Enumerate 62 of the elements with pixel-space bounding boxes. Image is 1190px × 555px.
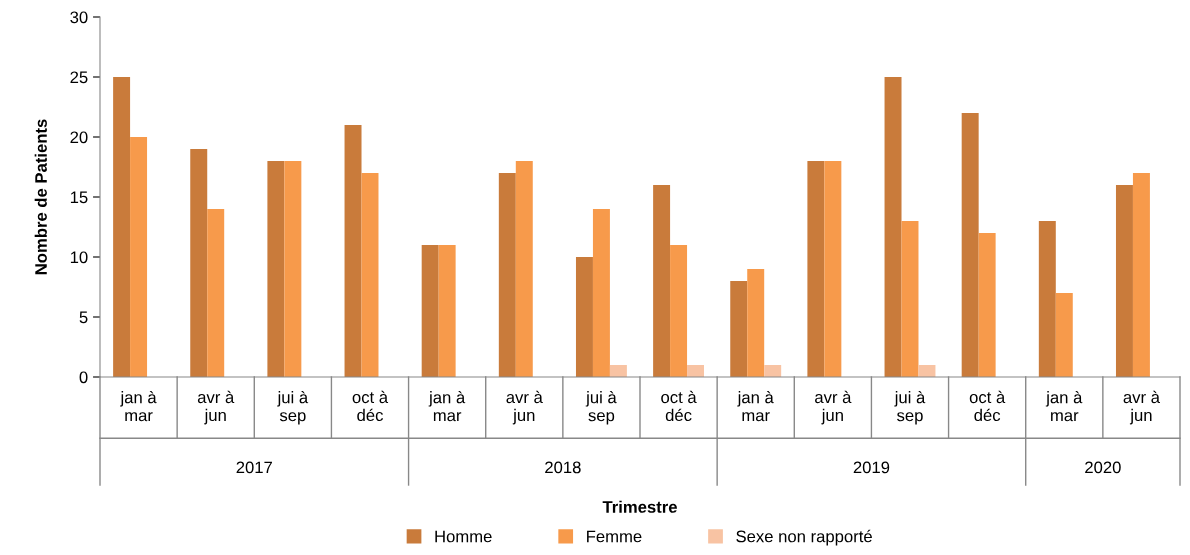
y-tick-label: 5	[79, 311, 88, 324]
x-tick-label: jan à mar	[120, 390, 157, 422]
bar	[961, 113, 979, 377]
bar	[1038, 221, 1056, 377]
text: 2019	[853, 461, 890, 474]
x-tick-label: jan à mar	[1045, 390, 1083, 422]
x-axis-title: Trimestre	[602, 500, 677, 513]
bar	[918, 365, 936, 377]
bar	[438, 245, 456, 377]
bar	[130, 137, 148, 377]
legend-label: Homme	[435, 530, 492, 543]
bar	[1115, 185, 1133, 377]
x-tick-label: oct à déc	[661, 390, 697, 422]
x-tick-label: jan à mar	[737, 390, 774, 422]
bar	[730, 281, 748, 377]
y-axis-title: Nombre de Patients	[34, 119, 47, 275]
x-tick-label: jui à sep	[894, 390, 926, 425]
bar	[824, 161, 842, 377]
bar	[687, 365, 705, 377]
x-tick-label: jui à sep	[277, 390, 309, 425]
legend-label: Femme	[587, 530, 642, 543]
bar	[421, 245, 439, 377]
bar	[670, 245, 688, 377]
y-tick-label: 0	[79, 371, 88, 384]
bar	[284, 161, 302, 377]
bar	[901, 221, 919, 377]
bar	[113, 77, 131, 377]
x-tick-label: jui à sep	[585, 390, 617, 425]
bar	[807, 161, 825, 377]
bar	[498, 173, 516, 377]
text: 2018	[545, 461, 581, 474]
bar	[764, 365, 782, 377]
x-tick-label: avr à jun	[1123, 390, 1160, 425]
y-tick-label: 25	[70, 71, 88, 84]
bar	[747, 269, 765, 377]
bar	[267, 161, 285, 377]
x-tick-label: avr à jun	[506, 390, 543, 425]
bar	[884, 77, 902, 377]
bar	[344, 125, 362, 377]
bar	[361, 173, 379, 377]
bar	[609, 365, 627, 377]
y-tick-label: 20	[70, 131, 88, 144]
bar	[1132, 173, 1150, 377]
bar	[515, 161, 533, 377]
bar	[653, 185, 671, 377]
text: 2020	[1085, 461, 1121, 474]
legend-label: Sexe non rapporté	[736, 529, 872, 546]
bar	[978, 233, 996, 377]
bar	[1055, 293, 1073, 377]
y-tick-label: 30	[70, 11, 88, 24]
x-tick-label: oct à déc	[969, 390, 1006, 422]
bar	[190, 149, 208, 377]
x-tick-label: oct à déc	[352, 390, 389, 422]
text: 2017	[236, 461, 272, 474]
bar	[575, 257, 593, 377]
x-tick-label: avr à jun	[197, 390, 235, 425]
x-tick-label: jan à mar	[428, 390, 466, 422]
y-tick-label: 10	[70, 251, 88, 264]
x-tick-label: avr à jun	[815, 390, 852, 425]
y-tick-label: 15	[70, 191, 88, 204]
bar	[207, 209, 225, 377]
bar	[592, 209, 610, 377]
